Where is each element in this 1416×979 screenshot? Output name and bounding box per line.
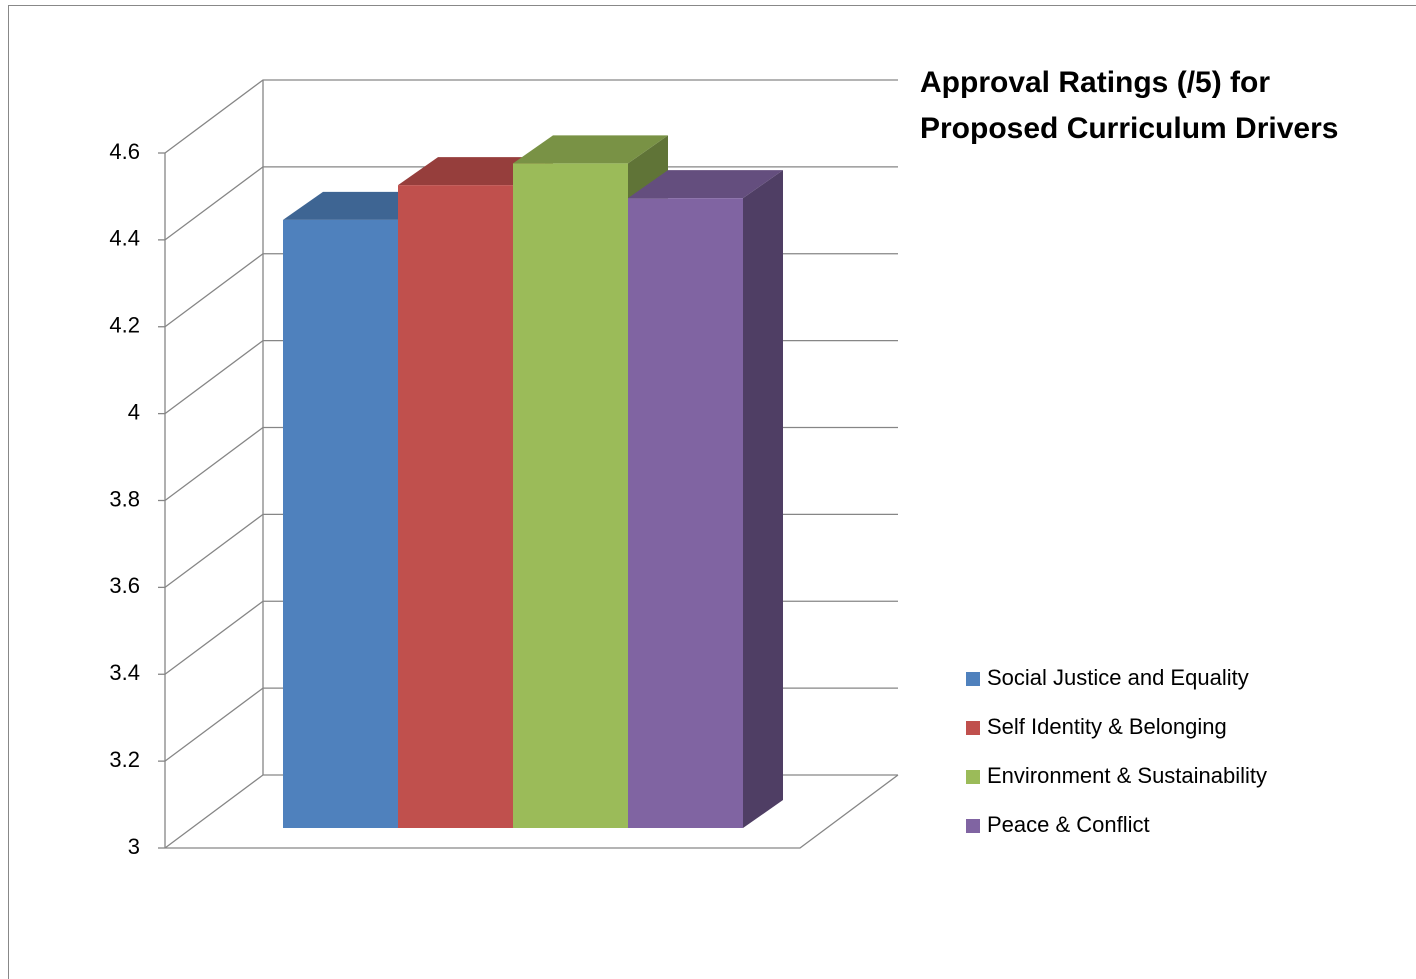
bar-top: [628, 170, 783, 199]
bar: [283, 219, 398, 828]
bar-side: [743, 170, 783, 828]
chart-title: Approval Ratings (/5) for Proposed Curri…: [920, 66, 1339, 145]
bar: [628, 198, 743, 828]
y-tick-label: 3.4: [109, 660, 140, 685]
y-tick-label: 4: [128, 399, 140, 424]
y-tick-label: 3.2: [109, 747, 140, 772]
y-tick-label: 4.4: [109, 226, 140, 251]
legend-label: Social Justice and Equality: [987, 665, 1249, 690]
bar: [513, 163, 628, 828]
legend-swatch: [966, 770, 980, 784]
chart-frame: [8, 5, 1416, 979]
y-tick-label: 3.6: [109, 573, 140, 598]
grid-line: [164, 166, 898, 241]
floor: [165, 774, 899, 849]
bar-top: [513, 135, 668, 164]
legend-swatch: [966, 819, 980, 833]
grid-line: [164, 79, 898, 154]
legend-swatch: [966, 672, 980, 686]
y-tick-label: 4.6: [109, 139, 140, 164]
legend-label: Environment & Sustainability: [987, 763, 1267, 788]
legend-label: Peace & Conflict: [987, 812, 1150, 837]
legend-swatch: [966, 721, 980, 735]
y-tick-label: 3.8: [109, 486, 140, 511]
bar: [398, 185, 513, 828]
y-tick-label: 3: [128, 834, 140, 859]
y-tick-label: 4.2: [109, 313, 140, 338]
legend-label: Self Identity & Belonging: [987, 714, 1227, 739]
